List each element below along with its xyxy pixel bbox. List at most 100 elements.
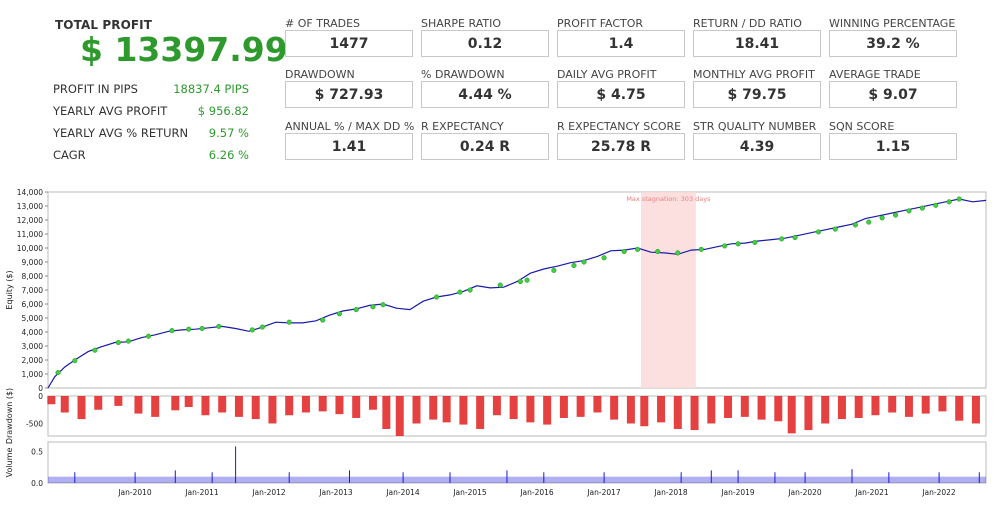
metric-value: $ 9.07 (829, 81, 957, 108)
drawdown-bar (593, 396, 602, 413)
volume-ytick-label: 0.0 (31, 479, 43, 488)
metric-trades: # OF TRADES 1477 (285, 17, 413, 57)
new-high-marker (524, 277, 530, 283)
metric-label: % DRAWDOWN (421, 68, 505, 81)
drawdown-bar (382, 396, 391, 429)
metric-label: DAILY AVG PROFIT (557, 68, 657, 81)
x-tick-label: Jan-2021 (854, 488, 889, 497)
summary-row-value: $ 956.82 (197, 104, 249, 118)
metric-drawdown: DRAWDOWN $ 727.93 (285, 68, 413, 108)
metric-value: 25.78 R (557, 133, 685, 160)
metric-value: 0.24 R (421, 133, 549, 160)
equity-ytick-label: 13,000 (17, 202, 43, 211)
drawdown-bar (871, 396, 880, 416)
volume-plot-area (47, 441, 987, 484)
drawdown-bar (690, 396, 699, 431)
drawdown-bar (60, 396, 69, 413)
drawdown-bar (151, 396, 160, 417)
equity-ytick-label: 14,000 (17, 188, 43, 197)
new-high-marker (72, 358, 78, 364)
summary-row-pips: PROFIT IN PIPS 18837.4 PIPS (53, 82, 249, 96)
new-high-marker (779, 236, 785, 242)
equity-ytick-label: 1,000 (22, 370, 44, 379)
summary-row-value: 6.26 % (208, 148, 249, 162)
equity-ytick-label: 5,000 (22, 314, 44, 323)
summary-row-yearly-profit: YEARLY AVG PROFIT $ 956.82 (53, 104, 249, 118)
drawdown-bar (429, 396, 438, 420)
x-tick-label: Jan-2022 (921, 488, 956, 497)
drawdown-bar (184, 396, 193, 407)
drawdown-bar (854, 396, 863, 418)
new-high-marker (55, 370, 61, 376)
drawdown-bar (94, 396, 103, 410)
drawdown-bar (657, 396, 666, 423)
metric-profit-factor: PROFIT FACTOR 1.4 (557, 17, 685, 57)
metric-value: $ 4.75 (557, 81, 685, 108)
drawdown-bar (610, 396, 619, 420)
new-high-marker (336, 311, 343, 317)
metric-daily-avg: DAILY AVG PROFIT $ 4.75 (557, 68, 685, 108)
x-tick-label: Jan-2019 (720, 488, 755, 497)
new-high-marker (457, 289, 463, 295)
drawdown-bar (626, 396, 635, 424)
drawdown-bar (459, 396, 468, 425)
metric-value: 1477 (285, 30, 413, 57)
drawdown-bar (171, 396, 180, 411)
drawdown-bar (47, 396, 56, 405)
equity-ytick-label: 12,000 (17, 216, 43, 225)
drawdown-bar (543, 396, 552, 425)
metric-value: 1.15 (829, 133, 957, 160)
metric-label: SQN SCORE (829, 120, 895, 133)
drawdown-bar (268, 396, 277, 424)
x-tick-label: Jan-2012 (251, 488, 286, 497)
equity-ytick-label: 7,000 (22, 286, 44, 295)
drawdown-bar (821, 396, 830, 424)
drawdown-bar (201, 396, 210, 416)
metric-label: WINNING PERCENTAGE (829, 17, 956, 30)
new-high-marker (249, 327, 255, 333)
drawdown-axis-label: Drawdown ($) (5, 388, 14, 444)
new-high-marker (169, 328, 175, 334)
drawdown-ytick-label: -500 (26, 419, 43, 428)
metric-value: 1.4 (557, 30, 685, 57)
new-high-marker (879, 215, 885, 221)
new-high-marker (467, 287, 473, 293)
drawdown-bar (837, 396, 846, 420)
stagnation-band (640, 192, 696, 388)
new-high-marker (380, 302, 386, 308)
drawdown-bar (707, 396, 716, 424)
drawdown-bar (724, 396, 733, 418)
metric-label: SHARPE RATIO (421, 17, 501, 30)
new-high-marker (933, 202, 939, 208)
drawdown-bar (218, 396, 227, 413)
new-high-marker (115, 339, 121, 346)
equity-ytick-label: 10,000 (17, 244, 43, 253)
metric-winning: WINNING PERCENTAGE 39.2 % (829, 17, 957, 57)
new-high-marker (199, 325, 205, 332)
drawdown-bar (757, 396, 766, 420)
new-high-marker (517, 279, 523, 285)
total-profit-value: $ 13397.99 (80, 30, 288, 69)
metric-value: 39.2 % (829, 30, 957, 57)
new-high-marker (635, 246, 641, 252)
drawdown-bar (134, 396, 143, 414)
new-high-marker (286, 319, 292, 325)
drawdown-bar (526, 396, 535, 423)
metric-annual-maxdd: ANNUAL % / MAX DD % 1.41 (285, 120, 414, 160)
metric-value: 1.41 (285, 133, 413, 160)
equity-ytick-label: 3,000 (22, 342, 44, 351)
drawdown-ytick-label: 0 (38, 392, 43, 401)
x-tick-label: Jan-2016 (519, 488, 554, 497)
drawdown-bar (368, 396, 377, 410)
total-profit-label: TOTAL PROFIT (55, 18, 153, 32)
drawdown-bar (640, 396, 649, 427)
metric-sharpe: SHARPE RATIO 0.12 (421, 17, 549, 57)
metric-label: AVERAGE TRADE (829, 68, 921, 81)
new-high-marker (320, 317, 326, 323)
new-high-marker (186, 326, 192, 332)
new-high-marker (145, 333, 152, 339)
summary-row-label: YEARLY AVG % RETURN (53, 126, 189, 140)
metric-value: $ 79.75 (693, 81, 821, 108)
x-tick-label: Jan-2010 (117, 488, 152, 497)
drawdown-bar (559, 396, 568, 418)
